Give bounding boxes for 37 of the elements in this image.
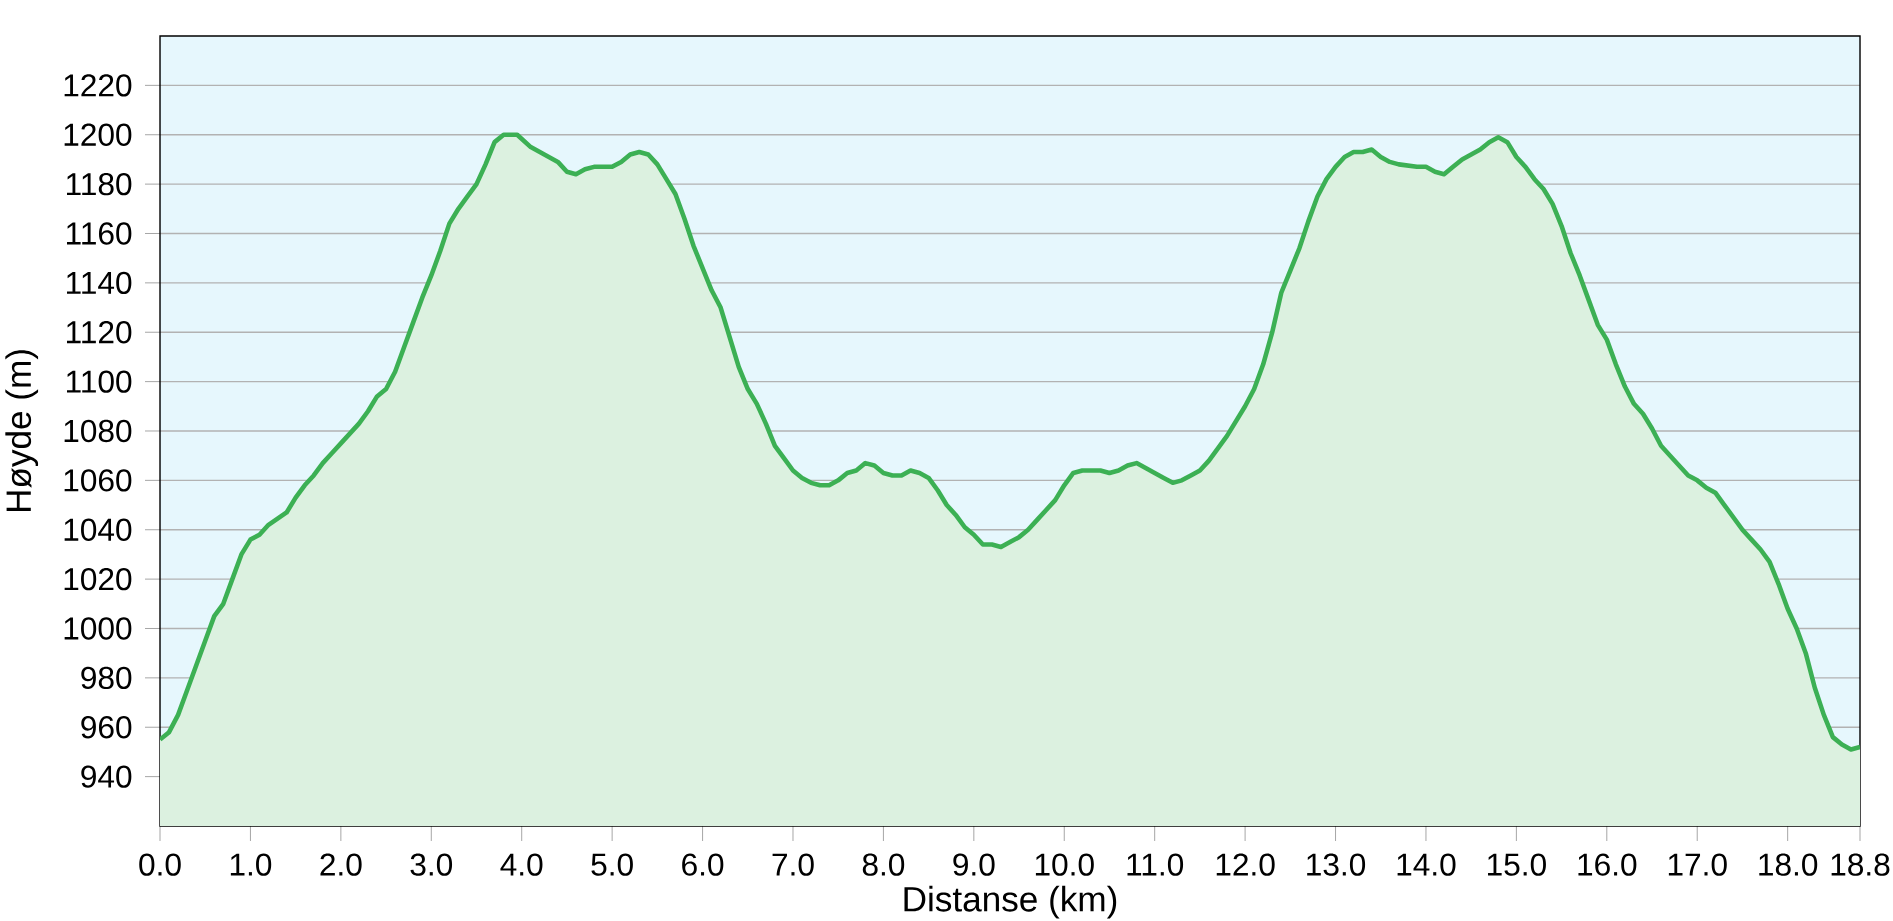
x-tick-label: 10.0 <box>1035 853 1094 876</box>
y-tick-label: 1040 <box>64 518 132 541</box>
y-tick-label: 1100 <box>67 370 132 393</box>
y-tick-label: 1060 <box>64 469 132 492</box>
y-tick-label: 1200 <box>64 123 132 146</box>
x-tick-label: 12.0 <box>1216 853 1275 876</box>
x-tick-label: 1.0 <box>230 853 272 876</box>
x-tick-label: 0.0 <box>139 853 181 876</box>
x-tick-label: 3.0 <box>410 853 453 876</box>
x-axis-title: Distanse (km) <box>904 885 1117 919</box>
x-tick-label: 7.0 <box>772 853 814 876</box>
y-tick-label: 960 <box>81 716 132 739</box>
y-tick-label: 980 <box>81 666 132 690</box>
y-tick-label: 1180 <box>67 172 132 196</box>
y-tick-label: 1220 <box>64 74 132 97</box>
y-axis-title: Høyde (m) <box>5 350 39 512</box>
x-tick-label: 18.8 <box>1831 853 1890 876</box>
y-tick-label: 1020 <box>64 567 132 591</box>
x-tick-label: 2.0 <box>320 853 362 876</box>
y-tick-label: 1120 <box>67 321 132 344</box>
x-tick-label: 5.0 <box>591 853 633 876</box>
x-tick-label: 6.0 <box>682 853 724 876</box>
y-tick-label: 1000 <box>64 617 132 640</box>
x-tick-label: 18.0 <box>1759 853 1818 876</box>
x-tick-label: 4.0 <box>500 853 543 876</box>
y-tick-label: 1080 <box>64 419 132 443</box>
y-tick-label: 1140 <box>67 271 132 295</box>
x-tick-label: 11.0 <box>1127 853 1184 876</box>
x-tick-label: 16.0 <box>1578 853 1637 876</box>
x-tick-label: 15.0 <box>1488 853 1546 876</box>
x-tick-label: 17.0 <box>1668 853 1727 876</box>
y-tick-label: 940 <box>81 765 132 788</box>
x-tick-label: 13.0 <box>1307 853 1366 876</box>
x-tick-label: 14.0 <box>1397 853 1456 876</box>
x-tick-label: 9.0 <box>953 853 995 876</box>
x-tick-label: 8.0 <box>862 853 905 876</box>
y-tick-label: 1160 <box>67 222 132 245</box>
